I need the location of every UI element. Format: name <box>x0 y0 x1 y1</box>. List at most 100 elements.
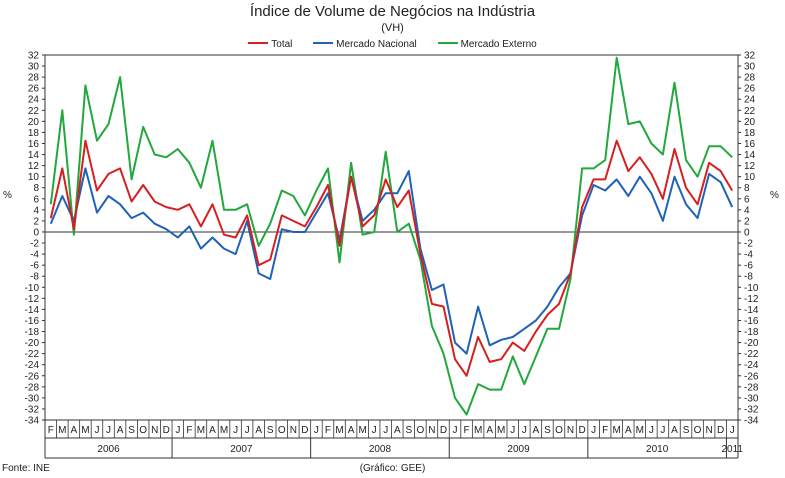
y-tick-label-left: 30 <box>28 62 40 73</box>
y-tick-label-left: -22 <box>25 349 40 360</box>
y-tick-label-left: 4 <box>33 205 39 216</box>
x-tick-label: S <box>267 425 274 436</box>
x-tick-label: J <box>383 425 388 436</box>
x-tick-label: F <box>325 425 331 436</box>
x-tick-label: F <box>464 425 470 436</box>
y-tick-label-left: 28 <box>28 73 40 84</box>
x-tick-label: M <box>81 425 89 436</box>
x-tick-label: M <box>335 425 343 436</box>
x-tick-label: F <box>602 425 608 436</box>
x-tick-label: S <box>544 425 551 436</box>
y-tick-label-right: -24 <box>744 360 759 371</box>
x-tick-label: J <box>94 425 99 436</box>
y-tick-label-right: 12 <box>744 161 756 172</box>
x-tick-label: S <box>683 425 690 436</box>
x-tick-label: M <box>220 425 228 436</box>
x-tick-label: J <box>730 425 735 436</box>
y-tick-label-left: -32 <box>25 404 40 415</box>
y-tick-label-left: 20 <box>28 117 40 128</box>
y-tick-label-left: -8 <box>30 272 39 283</box>
y-tick-label-left: -12 <box>25 294 40 305</box>
y-tick-label-right: -30 <box>744 393 759 404</box>
y-tick-label-right: -32 <box>744 404 759 415</box>
y-tick-label-right: 18 <box>744 128 756 139</box>
y-tick-label-right: 26 <box>744 84 756 95</box>
y-tick-label-left: 24 <box>28 95 40 106</box>
y-tick-label-right: -14 <box>744 305 759 316</box>
y-tick-label-right: -6 <box>744 261 753 272</box>
y-tick-label-left: -4 <box>30 250 39 261</box>
x-tick-label: O <box>694 425 702 436</box>
x-tick-label: M <box>58 425 66 436</box>
legend-swatch-total <box>248 42 269 45</box>
chart-subtitle: (VH) <box>381 22 404 34</box>
x-tick-label: A <box>625 425 632 436</box>
source-note: Fonte: INE <box>2 463 50 474</box>
x-tick-label: O <box>555 425 563 436</box>
x-tick-label: S <box>405 425 412 436</box>
x-tick-label: D <box>578 425 585 436</box>
x-tick-label: J <box>233 425 238 436</box>
y-tick-label-left: 2 <box>33 216 39 227</box>
y-tick-label-right: 8 <box>744 183 750 194</box>
x-tick-label: D <box>301 425 308 436</box>
legend-item-total: Total <box>248 39 292 50</box>
y-tick-label-left: 18 <box>28 128 40 139</box>
series-line-mercado-externo <box>49 56 733 416</box>
y-tick-label-left: -28 <box>25 382 40 393</box>
x-tick-label: D <box>440 425 447 436</box>
x-year-label: 2008 <box>369 444 392 455</box>
y-tick-label-right: -2 <box>744 239 753 250</box>
x-tick-label: M <box>636 425 644 436</box>
x-year-label: 2011 <box>721 444 743 455</box>
y-axis-label-left: % <box>3 190 12 201</box>
y-tick-label-right: 24 <box>744 95 756 106</box>
legend: Total Mercado Nacional Mercado Externo <box>0 39 785 50</box>
x-tick-label: J <box>245 425 250 436</box>
x-tick-label: J <box>591 425 596 436</box>
x-tick-label: S <box>128 425 135 436</box>
x-tick-label: A <box>533 425 540 436</box>
legend-swatch-mercado-nacional <box>313 42 334 45</box>
y-tick-label-right: 16 <box>744 139 756 150</box>
legend-label-total: Total <box>271 39 293 50</box>
legend-label-mercado-externo: Mercado Externo <box>460 39 537 50</box>
series-line-total <box>49 139 734 377</box>
x-tick-label: A <box>209 425 216 436</box>
y-tick-label-right: 0 <box>744 227 750 238</box>
x-tick-label: F <box>48 425 54 436</box>
y-tick-label-left: -10 <box>25 283 40 294</box>
legend-label-mercado-nacional: Mercado Nacional <box>336 39 417 50</box>
x-tick-label: D <box>717 425 724 436</box>
y-tick-label-right: -26 <box>744 371 759 382</box>
y-tick-label-left: -26 <box>25 371 40 382</box>
x-tick-label: J <box>522 425 527 436</box>
y-tick-label-right: 22 <box>744 106 756 117</box>
y-tick-label-right: -28 <box>744 382 759 393</box>
x-tick-label: M <box>474 425 482 436</box>
y-tick-label-left: -18 <box>25 327 40 338</box>
x-tick-label: M <box>497 425 505 436</box>
x-tick-label: M <box>197 425 205 436</box>
y-tick-label-right: 30 <box>744 62 756 73</box>
x-tick-label: F <box>186 425 192 436</box>
y-tick-label-right: -10 <box>744 283 759 294</box>
y-tick-label-left: -24 <box>25 360 40 371</box>
y-tick-label-left: -6 <box>30 261 39 272</box>
y-tick-label-left: 14 <box>28 150 40 161</box>
x-tick-label: A <box>486 425 493 436</box>
y-tick-label-left: -20 <box>25 338 40 349</box>
y-tick-label-right: -22 <box>744 349 759 360</box>
x-tick-label: N <box>706 425 713 436</box>
x-tick-label: J <box>314 425 319 436</box>
y-tick-label-right: 14 <box>744 150 756 161</box>
x-tick-label: N <box>290 425 297 436</box>
y-tick-label-left: -14 <box>25 305 40 316</box>
x-tick-label: A <box>348 425 355 436</box>
x-tick-label: M <box>613 425 621 436</box>
legend-swatch-mercado-externo <box>437 42 458 45</box>
credit-note: (Gráfico: GEE) <box>359 463 426 474</box>
y-tick-label-right: 20 <box>744 117 756 128</box>
legend-item-mercado-nacional: Mercado Nacional <box>313 39 417 50</box>
x-year-label: 2010 <box>646 444 669 455</box>
